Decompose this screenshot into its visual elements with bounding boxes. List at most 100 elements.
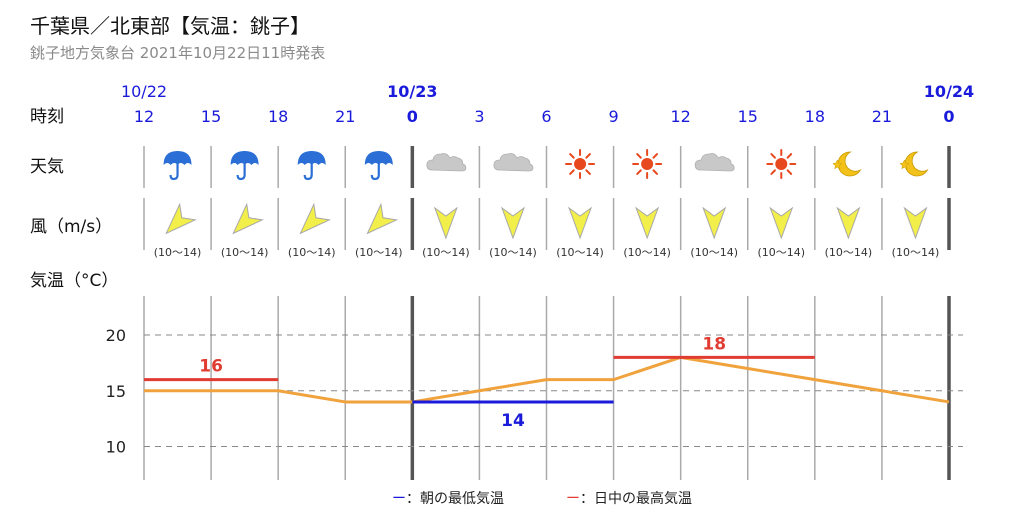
min-temp-label: 14 [501, 411, 525, 431]
hour-label: 9 [608, 107, 618, 126]
sun-ray [770, 153, 776, 159]
row-labels: 時刻 天気 風（m/s） 気温（°C） [30, 107, 118, 291]
wind-speed-label: (10～14) [690, 246, 738, 259]
date-label: 10/23 [387, 82, 437, 101]
wind-arrow-icon [635, 206, 660, 240]
sun-ray [652, 169, 659, 175]
wind-speed-label: (10～14) [154, 246, 202, 259]
chart-marks: 10 15 20 10/22 10/23 10/24 12 15 18 21 0 3 6 9 12 15 18 2… [106, 82, 975, 457]
sun-ray [770, 169, 776, 175]
wind-arrow-icon [366, 202, 399, 235]
sun-disc [574, 158, 587, 170]
wind-speed-label: (10～14) [825, 246, 873, 259]
page-title: 千葉県／北東部【気温：銚子】 [30, 14, 310, 38]
umbrella-handle [303, 151, 313, 181]
sun-ray [652, 153, 659, 159]
umbrella-handle [169, 151, 179, 181]
wind-arrow-shape [769, 206, 794, 240]
legend-min-text: ：朝の最低気温 [406, 491, 504, 507]
hour-label: 21 [335, 107, 355, 126]
sun-ray [569, 169, 575, 175]
row-label-weather: 天気 [30, 157, 64, 177]
hour-label: 18 [805, 107, 825, 126]
sun-disc [775, 158, 788, 170]
row-label-wind: 風（m/s） [30, 217, 112, 237]
moon-star-icon [832, 151, 862, 177]
wind-speed-label: (10～14) [757, 246, 805, 259]
wind-arrow-icon [568, 206, 593, 240]
wind-arrow-shape [366, 202, 399, 235]
moon-crescent [837, 151, 862, 177]
cloud-icon [493, 153, 534, 172]
legend-min-mark: ー [392, 491, 406, 507]
wind-arrow-icon [702, 206, 727, 240]
wind-speed-label: (10～14) [288, 246, 336, 259]
moon-star [832, 159, 843, 170]
moon-crescent [904, 151, 929, 177]
hour-label: 15 [738, 107, 758, 126]
hour-label: 21 [872, 107, 892, 126]
hour-label: 3 [474, 107, 484, 126]
wind-arrow-shape [702, 206, 727, 240]
sun-ray [585, 153, 591, 159]
wind-speed-label: (10～14) [556, 246, 604, 259]
umbrella-icon [163, 151, 192, 181]
wind-arrow-icon [232, 202, 265, 235]
date-label: 10/24 [924, 82, 974, 101]
sun-ray [585, 169, 591, 175]
wind-arrow-shape [568, 206, 593, 240]
umbrella-icon [297, 151, 326, 181]
legend-max-mark: ー [566, 491, 580, 507]
wind-speed-label: (10～14) [489, 246, 537, 259]
wind-arrow-shape [836, 206, 861, 240]
wind-arrow-icon [433, 206, 458, 240]
cloud-shape [493, 153, 534, 172]
hour-label: 0 [943, 107, 954, 126]
hour-label: 0 [407, 107, 418, 126]
wind-arrow-shape [500, 206, 525, 240]
max-temp-label: 16 [199, 357, 223, 377]
sun-ray [786, 169, 793, 175]
wind-arrow-icon [769, 206, 794, 240]
y-tick-label: 10 [106, 438, 126, 457]
hour-label: 12 [670, 107, 690, 126]
wind-speed-label: (10～14) [221, 246, 269, 259]
hour-label: 15 [201, 107, 221, 126]
hour-label: 18 [268, 107, 288, 126]
wind-arrow-shape [635, 206, 660, 240]
sun-ray [786, 153, 793, 159]
y-tick-label: 20 [106, 326, 126, 345]
sun-icon [565, 149, 596, 179]
y-tick-label: 15 [106, 382, 126, 401]
sun-icon [632, 149, 663, 179]
cloud-shape [426, 153, 467, 172]
wind-speed-label: (10～14) [422, 246, 470, 259]
wind-speed-label: (10～14) [892, 246, 940, 259]
hour-label: 6 [541, 107, 551, 126]
hour-label: 12 [134, 107, 154, 126]
legend: ー：朝の最低気温 ー：日中の最高気温 [392, 490, 692, 507]
cloud-shape [694, 153, 735, 172]
cloud-icon [426, 153, 467, 172]
umbrella-icon [230, 151, 259, 181]
wind-arrow-shape [903, 206, 928, 240]
grid-layer [143, 146, 963, 480]
umbrella-handle [236, 151, 246, 181]
wind-arrow-shape [299, 202, 332, 235]
moon-star-icon [899, 151, 929, 177]
wind-speed-label: (10～14) [623, 246, 671, 259]
wind-arrow-icon [299, 202, 332, 235]
wind-arrow-shape [165, 202, 197, 235]
row-label-time: 時刻 [30, 107, 64, 127]
wind-speed-label: (10～14) [355, 246, 403, 259]
wind-arrow-shape [232, 202, 265, 235]
umbrella-icon [364, 151, 393, 181]
cloud-icon [694, 153, 735, 172]
sun-ray [569, 153, 575, 159]
umbrella-handle [370, 151, 380, 181]
legend-max-text: ：日中の最高気温 [580, 490, 692, 507]
page-subtitle: 銚子地方気象台 2021年10月22日11時発表 [30, 44, 326, 62]
sun-ray [636, 153, 642, 159]
row-label-temperature: 気温（°C） [30, 271, 118, 291]
